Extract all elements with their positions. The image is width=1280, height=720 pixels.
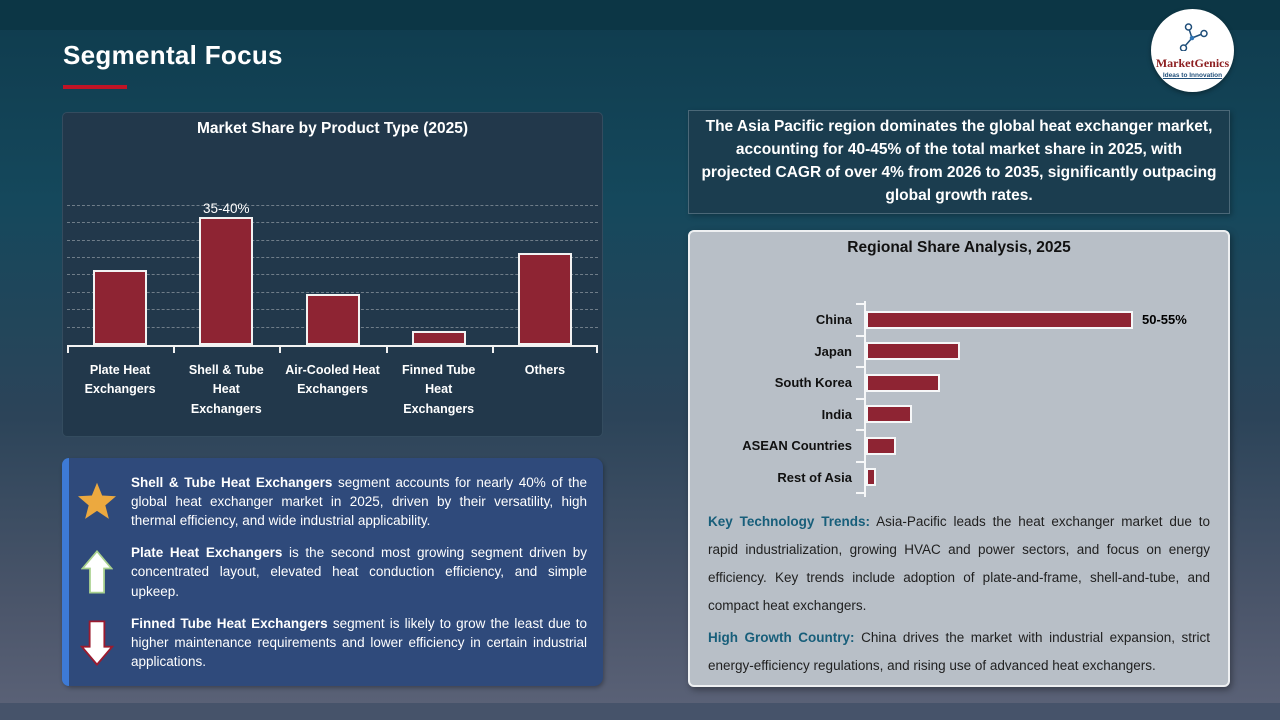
category-label-air-cooled-heat-exchangers: Air-Cooled Heat Exchangers: [285, 363, 380, 397]
bar-finned-tube-heat-exchangers: [411, 331, 466, 345]
h-axis-tick: [856, 334, 864, 337]
h-axis-tick: [856, 366, 864, 368]
h-axis-tick: [856, 460, 864, 463]
hbar-rest-of-asia: [866, 468, 876, 487]
bar-plate-heat-exchangers: [93, 270, 148, 345]
page-title: Segmental Focus: [63, 40, 283, 70]
x-axis-tick: [173, 347, 175, 353]
insight-body: segment accounts for nearly 40% of the g…: [131, 474, 587, 528]
hbar-row-south-korea: South Korea: [704, 367, 1214, 399]
bar-slot-shell-tube-heat-exchangers: 35-40%: [173, 173, 279, 345]
hbar-row-japan: Japan: [704, 336, 1214, 368]
insight-text: Finned Tube Heat Exchangers segment is l…: [131, 614, 587, 671]
category-label-finned-tube-heat-exchangers: Finned Tube Heat Exchangers: [402, 363, 476, 416]
bar-slot-plate-heat-exchangers: [67, 173, 173, 345]
insight-body: is the second most growing segment drive…: [131, 545, 587, 599]
hbar-row-asean-countries: ASEAN Countries: [704, 430, 1214, 462]
h-axis-line: [864, 301, 866, 497]
bar-slot-others: [492, 173, 598, 345]
insight-body: segment is likely to grow the least due …: [131, 615, 587, 670]
note-paragraph-technology-trends: Key Technology Trends: Asia-Pacific lead…: [708, 508, 1210, 620]
note-paragraph-high-growth: High Growth Country: China drives the ma…: [708, 624, 1210, 680]
bar-air-cooled-heat-exchangers: [305, 294, 360, 345]
insight-bold: Finned Tube Heat Exchangers: [131, 615, 328, 631]
product-chart-category-labels: Plate Heat Exchangers Shell & Tube Heat E…: [67, 361, 598, 419]
note-label: Key Technology Trends:: [708, 514, 870, 529]
bar-value-label: 35-40%: [203, 201, 250, 216]
hbar-india: [866, 405, 912, 424]
category-label-others: Others: [524, 363, 566, 377]
hbar-row-rest-of-asia: Rest of Asia: [704, 462, 1214, 494]
gridline: [67, 204, 598, 206]
category-label-plate-heat-exchangers: Plate Heat Exchangers: [84, 363, 156, 397]
x-axis-tick: [386, 347, 388, 353]
hbar-label-china: China: [815, 312, 852, 328]
x-axis-tick: [279, 347, 281, 353]
insight-text: Plate Heat Exchangers is the second most…: [131, 543, 587, 600]
insights-list: Shell & Tube Heat Exchangers segment acc…: [76, 466, 587, 678]
regional-chart-title: Regional Share Analysis, 2025: [847, 239, 1071, 256]
gridline: [67, 222, 598, 224]
hbar-south-korea: [866, 373, 940, 392]
x-axis-tick: [492, 347, 494, 353]
insight-bold: Plate Heat Exchangers: [131, 545, 283, 561]
molecule-icon: [1177, 22, 1209, 56]
regional-notes: Key Technology Trends: Asia-Pacific lead…: [708, 508, 1210, 680]
hbar-label-south-korea: South Korea: [774, 375, 852, 391]
product-chart-plot-area: 35-40%: [67, 173, 598, 353]
hbar-value-label: 50-55%: [1142, 312, 1187, 328]
star-icon: [76, 482, 118, 520]
bar-others: [517, 253, 572, 345]
regional-panel: Regional Share Analysis, 2025 China 50-55…: [688, 230, 1230, 687]
h-axis-tick: [856, 303, 864, 305]
regional-bar-chart: China 50-55% Japan South Korea India ASEAN Co…: [704, 301, 1214, 497]
category-label-shell-tube-heat-exchangers: Shell & Tube Heat Exchangers: [188, 363, 264, 416]
hbar-label-japan: Japan: [814, 343, 852, 359]
gridline: [67, 257, 598, 258]
h-axis-tick: [856, 397, 864, 400]
hbar-row-china: China 50-55%: [704, 304, 1214, 336]
note-body: China drives the market with industrial …: [708, 630, 1210, 673]
x-axis-tick: [67, 347, 69, 353]
insights-panel: Shell & Tube Heat Exchangers segment acc…: [62, 458, 603, 686]
bar-shell-tube-heat-exchangers: 35-40%: [199, 201, 254, 345]
insight-item-finned-tube: Finned Tube Heat Exchangers segment is l…: [76, 614, 587, 671]
bar-slot-air-cooled-heat-exchangers: [279, 173, 385, 345]
product-chart-panel: Market Share by Product Type (2025) 35-4…: [62, 112, 603, 437]
logo: MarketGenics Ideas to Innovation: [1151, 9, 1234, 92]
hbar-row-india: India: [704, 399, 1214, 431]
insight-text: Shell & Tube Heat Exchangers segment acc…: [131, 473, 587, 530]
top-bar: [0, 0, 1280, 30]
hbar-asean-countries: [866, 436, 896, 455]
bars-row: 35-40%: [67, 173, 598, 345]
insight-bold: Shell & Tube Heat Exchangers: [131, 474, 333, 490]
gridline: [67, 274, 598, 276]
hbar-label-rest-of-asia: Rest of Asia: [777, 469, 852, 485]
insight-item-plate: Plate Heat Exchangers is the second most…: [76, 543, 587, 600]
x-axis-tick: [596, 347, 598, 353]
gridline: [67, 239, 598, 241]
logo-name: MarketGenics: [1155, 55, 1230, 70]
note-label: High Growth Country:: [708, 630, 855, 645]
hbar-label-asean-countries: ASEAN Countries: [742, 438, 852, 454]
hbar-label-india: India: [821, 406, 852, 422]
title-underline: [63, 85, 127, 89]
arrow-up-icon: [76, 549, 118, 594]
logo-tagline: Ideas to Innovation: [1162, 71, 1223, 79]
gridline: [67, 291, 598, 293]
note-body: Asia-Pacific leads the heat exchanger ma…: [708, 514, 1210, 613]
bar-slot-finned-tube-heat-exchangers: [386, 173, 492, 345]
insight-item-shell-tube: Shell & Tube Heat Exchangers segment acc…: [76, 473, 587, 530]
product-chart-title: Market Share by Product Type (2025): [196, 120, 469, 137]
hbar-japan: [866, 342, 960, 361]
region-header-callout: The Asia Pacific region dominates the gl…: [688, 110, 1230, 214]
h-axis-tick: [856, 492, 864, 494]
hbar-china: [866, 310, 1133, 329]
h-axis-tick: [856, 429, 864, 431]
bottom-bar: [0, 703, 1280, 720]
arrow-down-icon: [76, 620, 118, 666]
